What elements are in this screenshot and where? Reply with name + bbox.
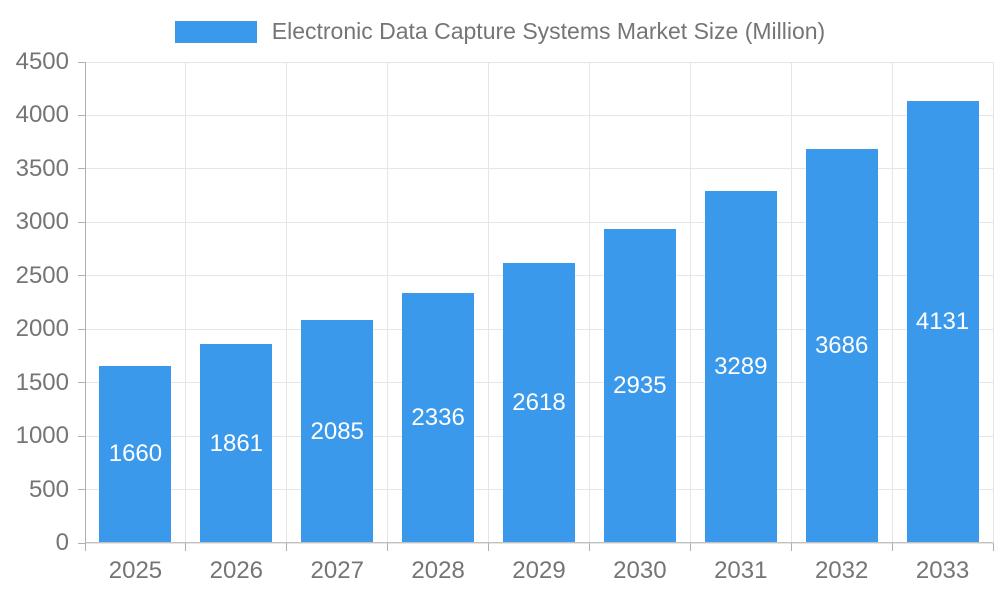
y-axis-tick [78, 61, 85, 63]
x-axis-line [85, 542, 993, 543]
y-axis-tick [78, 168, 85, 170]
gridline-vertical [992, 62, 994, 543]
bar-2032[interactable]: 3686 [805, 149, 878, 543]
gridline-horizontal [85, 168, 993, 170]
y-axis-tick-label: 4000 [15, 101, 69, 129]
legend-label: Electronic Data Capture Systems Market S… [271, 18, 826, 44]
y-axis-tick [78, 328, 85, 330]
bar-value-label: 2336 [411, 404, 465, 432]
y-axis-tick-label: 4500 [15, 48, 69, 75]
bar-2030[interactable]: 2935 [603, 229, 676, 543]
gridline-vertical [286, 62, 288, 543]
x-axis-tick [689, 543, 691, 551]
x-axis-label-2028: 2028 [411, 557, 465, 584]
x-axis-label-2033: 2033 [915, 557, 970, 584]
gridline-vertical [488, 62, 490, 543]
gridline-vertical [185, 62, 187, 543]
y-axis-tick-label: 1000 [15, 422, 69, 450]
gridline-vertical [790, 62, 792, 543]
y-axis-tick [78, 114, 85, 116]
x-axis-label-2030: 2030 [613, 557, 667, 584]
gridline-vertical [387, 62, 389, 543]
bar-2031[interactable]: 3289 [704, 191, 777, 543]
gridline-horizontal [85, 221, 993, 223]
bar-value-label: 3686 [814, 332, 869, 359]
x-axis-tick [488, 543, 490, 551]
y-axis-tick [78, 221, 85, 223]
bar-value-label: 1861 [209, 429, 264, 457]
bar-value-label: 3289 [714, 353, 768, 381]
gridline-vertical [689, 62, 691, 543]
x-axis-tick [84, 543, 86, 551]
y-axis-tick [78, 435, 85, 437]
bar-value-label: 4131 [915, 308, 970, 336]
gridline-horizontal [85, 114, 993, 116]
bar-value-label: 2618 [512, 389, 566, 417]
bar-2026[interactable]: 1861 [200, 344, 273, 543]
x-axis-tick [387, 543, 389, 551]
y-axis-tick-label: 1500 [15, 368, 69, 396]
x-axis-label-2031: 2031 [714, 557, 768, 584]
bar-2028[interactable]: 2336 [402, 293, 475, 543]
x-axis-tick [992, 543, 994, 551]
bar-2025[interactable]: 1660 [99, 365, 172, 543]
bar-2029[interactable]: 2618 [503, 263, 575, 543]
y-axis-tick-label: 3500 [15, 154, 69, 182]
bar-2027[interactable]: 2085 [301, 320, 374, 543]
x-axis-label-2026: 2026 [209, 557, 264, 584]
x-axis-tick [286, 543, 288, 551]
x-axis-tick [588, 543, 590, 551]
x-axis-label-2027: 2027 [310, 557, 364, 584]
x-axis-tick [790, 543, 792, 551]
y-axis-tick-label: 0 [55, 529, 69, 556]
y-axis-tick-label: 3000 [15, 208, 69, 236]
x-axis-tick [891, 543, 893, 551]
y-axis-tick [78, 542, 85, 544]
gridline-vertical [588, 62, 590, 543]
plot-area: 0 500 1000 1500 2000 2500 3000 3500 4000 4500 1660… [16, 48, 994, 584]
x-axis-label-2029: 2029 [512, 557, 566, 584]
y-axis-tick-label: 500 [28, 475, 69, 503]
x-axis-label-2025: 2025 [108, 557, 163, 584]
bar-value-label: 1660 [108, 440, 163, 468]
bar-value-label: 2085 [310, 417, 364, 445]
legend[interactable]: Electronic Data Capture Systems Market S… [0, 18, 1000, 45]
bar-2033[interactable]: 4131 [906, 101, 979, 543]
y-axis-line [85, 62, 86, 543]
legend-swatch [174, 20, 257, 43]
bar-value-label: 2935 [613, 372, 667, 400]
y-axis-tick-label: 2000 [15, 315, 69, 343]
x-axis-tick [185, 543, 187, 551]
gridline-horizontal [85, 61, 993, 63]
gridline-vertical [891, 62, 893, 543]
y-axis-tick [78, 382, 85, 384]
y-axis-tick-label: 2500 [15, 261, 69, 289]
y-axis-tick [78, 275, 85, 277]
y-axis-tick [78, 489, 85, 491]
gridline-horizontal [85, 542, 993, 544]
x-axis-label-2032: 2032 [814, 557, 869, 584]
